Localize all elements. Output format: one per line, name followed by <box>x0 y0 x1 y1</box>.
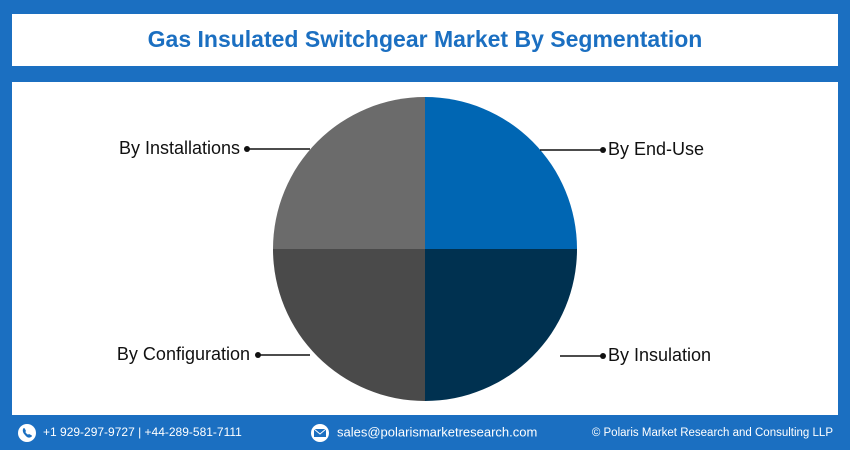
email-glyph <box>314 429 326 437</box>
leader-dot <box>244 146 250 152</box>
leader-dot <box>600 353 606 359</box>
pie-slice <box>273 97 425 249</box>
footer: +1 929-297-9727 | +44-289-581-7111 sales… <box>18 424 833 442</box>
slice-label: By Configuration <box>117 344 250 364</box>
labels: By End-Use By Insulation By Configuration B… <box>117 138 711 365</box>
pie-slice <box>425 249 577 401</box>
pie <box>273 97 577 401</box>
footer-email: sales@polarismarketresearch.com <box>337 424 537 439</box>
slice-label: By End-Use <box>608 139 704 159</box>
leader-dot <box>600 147 606 153</box>
pie-slice <box>273 249 425 401</box>
slice-label: By Installations <box>119 138 240 158</box>
footer-copyright: © Polaris Market Research and Consulting… <box>592 427 833 439</box>
pie-slice <box>425 97 577 249</box>
chart-title: Gas Insulated Switchgear Market By Segme… <box>148 26 703 52</box>
title-box <box>12 14 838 66</box>
phone-glyph <box>22 428 32 438</box>
leader-dot <box>255 352 261 358</box>
footer-phone: +1 929-297-9727 | +44-289-581-7111 <box>43 425 242 439</box>
phone-icon <box>18 424 36 442</box>
email-flap <box>313 428 327 435</box>
slice-label: By Insulation <box>608 345 711 365</box>
